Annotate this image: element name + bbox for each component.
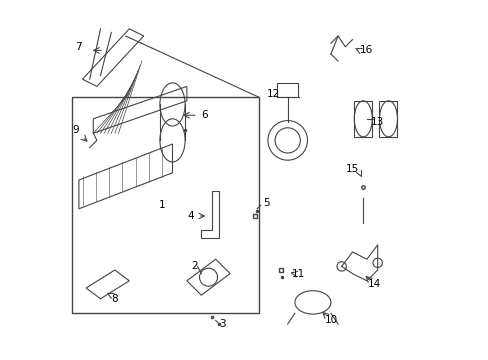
Text: 14: 14 [366, 279, 380, 289]
Bar [354, 101, 371, 137]
Text: 9: 9 [72, 125, 79, 135]
Text: 1: 1 [158, 200, 164, 210]
Text: 4: 4 [187, 211, 193, 221]
Text: 5: 5 [262, 198, 269, 208]
Bar [276, 83, 298, 97]
Text: 8: 8 [111, 294, 118, 304]
Text: 16: 16 [360, 45, 373, 55]
Text: 13: 13 [370, 117, 384, 127]
Bar [72, 97, 258, 313]
Text: 11: 11 [291, 269, 305, 279]
Text: 2: 2 [190, 261, 197, 271]
Text: 3: 3 [219, 319, 226, 329]
Text: 15: 15 [345, 164, 358, 174]
Text: 12: 12 [266, 89, 279, 99]
Text: 6: 6 [201, 110, 208, 120]
Bar [379, 101, 397, 137]
Text: 10: 10 [324, 315, 337, 325]
Text: 7: 7 [76, 42, 82, 52]
